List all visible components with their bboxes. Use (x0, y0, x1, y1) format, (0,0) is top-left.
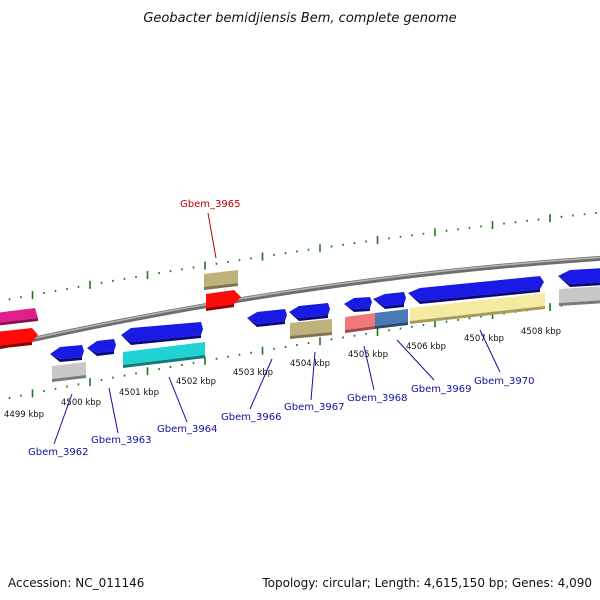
gene-gbem-3967-arrow[interactable] (289, 303, 330, 318)
leader-line-gbem-3962 (53, 393, 73, 445)
gene-gbem-3969-arrow[interactable] (373, 292, 406, 306)
leader-line-gbem-3968 (363, 345, 375, 391)
gene-label-gbem-3969[interactable]: Gbem_3969 (411, 384, 471, 395)
leader-lines (53, 212, 501, 445)
scale-label: 4506 kbp (406, 342, 446, 352)
gene-label-gbem-3965[interactable]: Gbem_3965 (180, 199, 240, 210)
scale-label: 4505 kbp (348, 350, 388, 360)
outer-tick-row (8, 211, 597, 301)
gene-gbem-3963-arrow[interactable] (87, 339, 116, 353)
gene-gbem-3962-arrow[interactable] (50, 345, 84, 359)
scale-label: 4504 kbp (290, 359, 330, 369)
gene-label-gbem-3964[interactable]: Gbem_3964 (157, 424, 217, 435)
accession-text: Accession: NC_011146 (8, 576, 144, 590)
gene-gbem-3970-arrow[interactable] (408, 276, 544, 301)
gene-label-gbem-3963[interactable]: Gbem_3963 (91, 435, 151, 446)
gene-gbem-3965-feature[interactable] (204, 270, 238, 287)
gene-label-gbem-3962[interactable]: Gbem_3962 (28, 447, 88, 458)
map-title: Geobacter bemidjiensis Bem, complete gen… (143, 11, 456, 26)
forward-strand-track (0, 268, 600, 362)
leader-line-gbem-3970 (479, 329, 501, 373)
feature-track (0, 286, 600, 382)
gene-feature-box[interactable] (559, 286, 600, 303)
gene-arrow-forward[interactable] (558, 268, 600, 284)
gene-gbem-3962-feature[interactable] (52, 362, 86, 379)
scale-label: 4502 kbp (176, 377, 216, 387)
gene-gbem-3968-arrow[interactable] (344, 297, 372, 309)
gene-gbem-3970-feature[interactable] (410, 293, 545, 321)
scale-label: 4500 kbp (61, 398, 101, 408)
gene-arrow-feature[interactable] (0, 328, 38, 346)
gene-gbem-3968-feature[interactable] (345, 313, 375, 330)
gene-gbem-3964-arrow[interactable] (121, 322, 203, 342)
gene-labels: Gbem_3965 Gbem_3962 Gbem_3963 Gbem_3964 … (28, 199, 534, 458)
gene-label-gbem-3966[interactable]: Gbem_3966 (221, 412, 281, 423)
leader-line-gbem-3969 (396, 339, 435, 381)
genome-summary-text: Topology: circular; Length: 4,615,150 bp… (261, 576, 592, 590)
scale-labels: 4499 kbp 4500 kbp 4501 kbp 4502 kbp 4503… (4, 327, 561, 420)
gene-gbem-3964-feature[interactable] (123, 342, 205, 365)
gene-gbem-3969-feature[interactable] (375, 309, 408, 326)
genome-backbone (0, 255, 600, 350)
gene-label-gbem-3968[interactable]: Gbem_3968 (347, 393, 407, 404)
leader-line-gbem-3963 (108, 387, 119, 434)
gene-gbem-3967-feature[interactable] (290, 319, 332, 336)
leader-line-gbem-3965 (207, 212, 217, 259)
scale-label: 4501 kbp (119, 388, 159, 398)
gene-label-gbem-3967[interactable]: Gbem_3967 (284, 402, 344, 413)
gene-gbem-3965-arrow[interactable] (206, 290, 241, 308)
gene-label-gbem-3970[interactable]: Gbem_3970 (474, 376, 534, 387)
leader-line-gbem-3964 (168, 376, 188, 423)
scale-label: 4499 kbp (4, 410, 44, 420)
scale-label: 4503 kbp (233, 368, 273, 378)
scale-label: 4508 kbp (521, 327, 561, 337)
leader-line-gbem-3967 (310, 351, 316, 401)
leader-line-gbem-3966 (249, 358, 273, 410)
gene-arrow-forward[interactable] (0, 308, 38, 323)
gene-gbem-3966-arrow[interactable] (247, 309, 287, 324)
